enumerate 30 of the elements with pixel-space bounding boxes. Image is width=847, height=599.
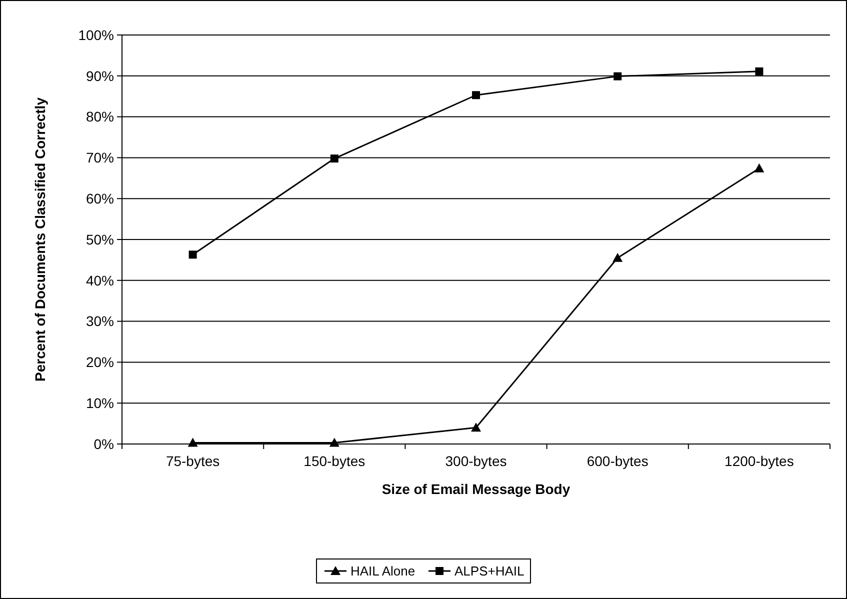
- x-axis-title: Size of Email Message Body: [382, 481, 570, 497]
- y-tick-label: 10%: [86, 395, 114, 411]
- point: [754, 163, 764, 172]
- y-tick-label: 0%: [94, 436, 114, 452]
- legend-label: ALPS+HAIL: [454, 564, 524, 579]
- y-tick-label: 60%: [86, 190, 114, 206]
- point: [614, 72, 622, 80]
- point: [188, 438, 198, 447]
- point: [471, 422, 481, 432]
- y-axis-title: Percent of Documents Classified Correctly: [32, 97, 48, 382]
- legend-label: HAIL Alone: [350, 564, 416, 579]
- x-tick-label: 1200-bytes: [724, 453, 794, 469]
- x-tick-label: 75-bytes: [166, 453, 220, 469]
- y-tick-label: 40%: [86, 272, 114, 288]
- point: [612, 252, 623, 262]
- point: [188, 250, 197, 259]
- point: [330, 154, 338, 163]
- point: [329, 438, 340, 447]
- y-tick-label: 50%: [86, 231, 114, 248]
- y-tick-label: 70%: [86, 150, 114, 166]
- x-tick-label: 600-bytes: [586, 453, 648, 469]
- point: [472, 91, 480, 100]
- y-tick-label: 80%: [86, 108, 114, 125]
- y-tick-label: 100%: [78, 26, 114, 43]
- x-tick-label: 300-bytes: [445, 453, 507, 469]
- y-tick-label: 90%: [86, 68, 114, 84]
- y-tick-label: 30%: [86, 313, 114, 330]
- y-tick-label: 20%: [86, 354, 114, 370]
- x-tick-label: 150-bytes: [304, 453, 366, 469]
- point: [755, 67, 764, 76]
